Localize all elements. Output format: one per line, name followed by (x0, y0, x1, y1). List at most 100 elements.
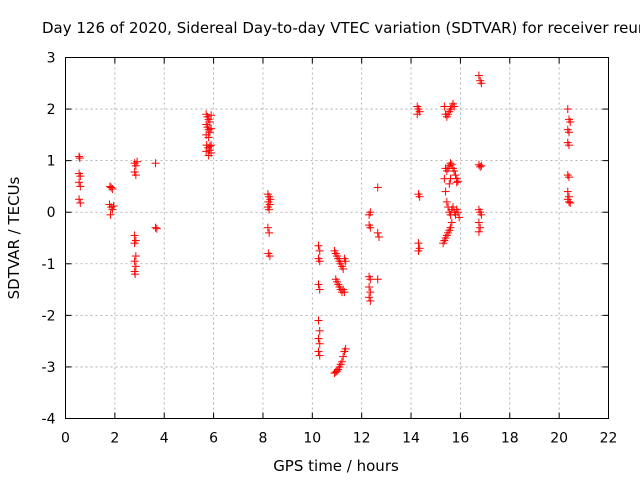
y-axis-ticks: -4 -3 -2 -1 0 1 2 3 (42, 51, 609, 428)
data-point (339, 264, 348, 273)
x-tick-label: 6 (209, 431, 218, 447)
data-point (131, 252, 140, 261)
data-point (75, 152, 84, 161)
data-point (151, 223, 160, 232)
data-point (477, 210, 486, 219)
data-point (108, 185, 117, 194)
x-tick-label: 10 (303, 431, 321, 447)
data-point (565, 128, 574, 137)
data-point (315, 257, 324, 266)
data-point (563, 105, 572, 114)
data-point (130, 239, 139, 248)
data-point (413, 110, 422, 119)
data-point (373, 183, 382, 192)
data-point (131, 262, 140, 271)
data-point (202, 147, 211, 156)
data-point (207, 111, 216, 120)
data-point (365, 293, 374, 302)
data-point (476, 162, 485, 171)
data-point (314, 347, 323, 356)
data-point (476, 223, 485, 232)
data-point (314, 241, 323, 250)
data-point (204, 133, 213, 142)
data-point (374, 232, 383, 241)
data-point (152, 224, 161, 233)
data-point (415, 192, 424, 201)
data-point (440, 102, 449, 111)
data-point (453, 208, 462, 217)
data-point (450, 102, 459, 111)
grid-lines (65, 57, 609, 419)
data-point (339, 352, 348, 361)
data-point (314, 316, 323, 325)
data-point (315, 246, 324, 255)
x-axis-label: GPS time / hours (273, 457, 399, 475)
data-point (446, 223, 455, 232)
y-axis-label: SDTVAR / TECUs (5, 176, 23, 299)
x-tick-label: 16 (451, 431, 469, 447)
data-point (451, 171, 460, 180)
data-point (315, 285, 324, 294)
data-point (207, 141, 216, 150)
x-tick-label: 12 (353, 431, 371, 447)
data-point (265, 252, 274, 261)
data-point (130, 231, 139, 240)
data-point (450, 166, 459, 175)
data-point (474, 227, 483, 236)
data-point (447, 218, 456, 227)
data-point (265, 228, 274, 237)
data-point (314, 334, 323, 343)
x-tick-label: 0 (61, 431, 70, 447)
data-point (474, 71, 483, 80)
chart-title: Day 126 of 2020, Sidereal Day-to-day VTE… (42, 19, 640, 37)
data-point (414, 239, 423, 248)
data-point (414, 246, 423, 255)
data-point (366, 275, 375, 284)
data-point (477, 79, 486, 88)
data-point (365, 282, 374, 291)
data-point (341, 344, 350, 353)
data-point (447, 160, 456, 169)
x-tick-label: 22 (600, 431, 618, 447)
data-point (106, 210, 115, 219)
data-point (366, 223, 375, 232)
data-point (445, 179, 454, 188)
y-tick-label: 0 (47, 205, 56, 221)
x-tick-label: 14 (402, 431, 420, 447)
data-point (131, 161, 140, 170)
data-point (477, 161, 486, 170)
data-point (366, 288, 375, 297)
data-point (107, 183, 116, 192)
data-point (108, 205, 117, 214)
data-point (441, 187, 450, 196)
data-point (109, 202, 118, 211)
data-points (75, 71, 575, 378)
data-point (474, 218, 483, 227)
data-point (563, 187, 572, 196)
y-tick-label: -1 (42, 257, 56, 273)
data-point (204, 151, 213, 160)
y-tick-label: -4 (42, 412, 56, 428)
x-axis-ticks: 0 2 4 6 8 10 12 14 16 18 20 22 (61, 57, 618, 447)
data-point (563, 171, 572, 180)
x-tick-label: 2 (110, 431, 119, 447)
data-point (340, 288, 349, 297)
data-point (337, 357, 346, 366)
data-point (341, 257, 350, 266)
data-point (133, 157, 142, 166)
data-point (263, 223, 272, 232)
data-point (366, 208, 375, 217)
data-point (446, 159, 455, 168)
x-tick-label: 4 (160, 431, 169, 447)
data-point (566, 117, 575, 126)
data-point (130, 257, 139, 266)
y-tick-label: -2 (42, 308, 56, 324)
data-point (455, 213, 464, 222)
data-point (373, 228, 382, 237)
y-tick-label: 3 (47, 51, 56, 67)
data-point (76, 172, 85, 181)
data-point (75, 178, 84, 187)
data-point (442, 197, 451, 206)
data-point (366, 296, 375, 305)
